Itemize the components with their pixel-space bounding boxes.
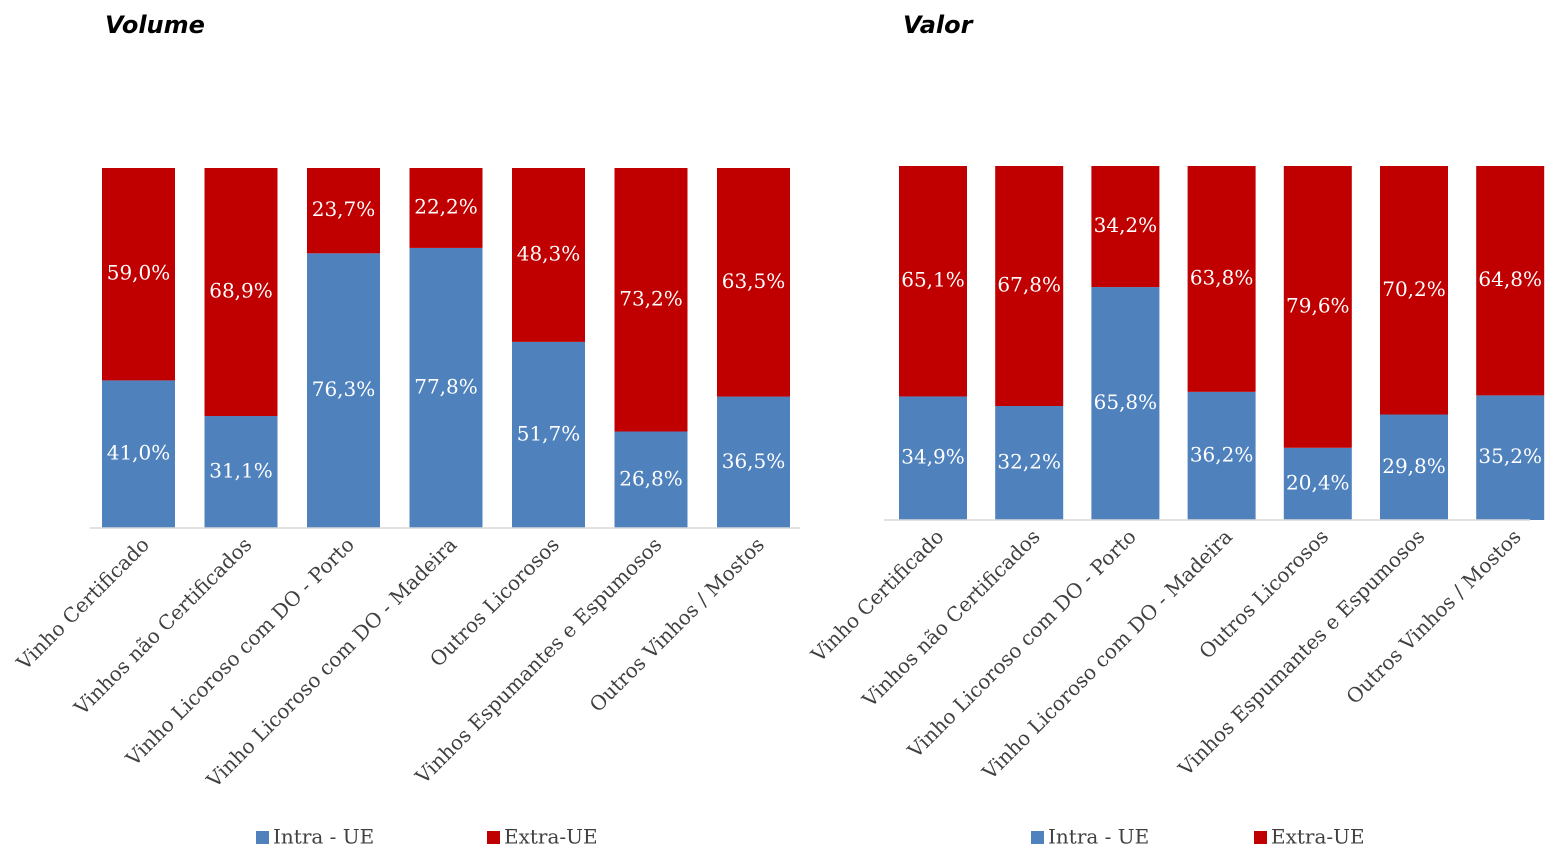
legend-label: Extra-UE: [1271, 825, 1365, 849]
data-label: 32,2%: [997, 450, 1061, 474]
legend-swatch: [1031, 831, 1044, 844]
legend-swatch: [1254, 831, 1267, 844]
data-label: 79,6%: [1286, 293, 1350, 317]
data-label: 67,8%: [997, 273, 1061, 297]
bar-segment: [1380, 414, 1448, 520]
data-label: 22,2%: [414, 194, 478, 218]
chart-title: Volume: [105, 11, 205, 39]
data-label: 64,8%: [1478, 267, 1542, 291]
bar-segment: [1380, 166, 1448, 415]
bar-segment: [717, 396, 790, 528]
legend-swatch: [487, 831, 500, 844]
data-label: 29,8%: [1382, 454, 1446, 478]
bar-segment: [1476, 166, 1545, 396]
data-label: 51,7%: [517, 421, 581, 445]
legend-label: Intra - UE: [273, 825, 374, 849]
bar-segment: [1283, 166, 1352, 448]
legend-label: Intra - UE: [1048, 825, 1149, 849]
x-tick-label: Outros Vinhos / Mostos: [585, 532, 769, 716]
bar-segment: [614, 431, 688, 528]
bar-segment: [995, 166, 1064, 407]
data-label: 65,8%: [1094, 390, 1158, 414]
data-label: 41,0%: [107, 441, 171, 465]
data-label: 63,8%: [1190, 265, 1254, 289]
bar-segment: [409, 247, 483, 529]
bar-segment: [307, 253, 380, 528]
bar-segment: [307, 168, 380, 254]
bar-segment: [1091, 166, 1160, 288]
data-label: 23,7%: [312, 197, 376, 221]
data-label: 35,2%: [1478, 444, 1542, 468]
data-label: 48,3%: [517, 241, 581, 265]
bar-segment: [512, 168, 585, 342]
legend-label: Extra-UE: [504, 825, 598, 849]
data-label: 63,5%: [722, 269, 786, 293]
x-tick-label: Vinho Licoroso com DO - Porto: [120, 532, 359, 771]
x-tick-label: Vinhos não Certificados: [68, 532, 256, 720]
data-label: 36,5%: [722, 449, 786, 473]
bar-segment: [1091, 287, 1160, 520]
data-label: 34,9%: [901, 445, 965, 469]
bar-segment: [1187, 391, 1256, 520]
data-label: 34,2%: [1094, 213, 1158, 237]
bar-segment: [204, 168, 278, 417]
bar-segment: [409, 168, 483, 248]
bar-segment: [512, 341, 585, 528]
data-label: 68,9%: [209, 279, 273, 303]
bar-segment: [899, 166, 967, 397]
data-label: 65,1%: [901, 268, 965, 292]
data-label: 26,8%: [619, 466, 683, 490]
bar-segment: [102, 168, 175, 381]
bar-segment: [1476, 395, 1545, 520]
bar-segment: [614, 168, 688, 432]
data-label: 36,2%: [1190, 442, 1254, 466]
bar-segment: [717, 168, 790, 397]
x-tick-label: Outros Vinhos / Mostos: [1341, 524, 1525, 708]
bar-segment: [1283, 447, 1352, 520]
bar-segment: [204, 416, 278, 528]
legend-swatch: [256, 831, 269, 844]
chart-title: Valor: [903, 11, 975, 39]
data-label: 59,0%: [107, 261, 171, 285]
data-label: 20,4%: [1286, 470, 1350, 494]
x-tick-label: Vinhos não Certificados: [857, 524, 1045, 712]
bar-segment: [102, 380, 175, 528]
data-label: 73,2%: [619, 286, 683, 310]
bar-segment: [995, 406, 1064, 520]
data-label: 70,2%: [1382, 277, 1446, 301]
data-label: 76,3%: [312, 377, 376, 401]
data-label: 77,8%: [414, 374, 478, 398]
bar-segment: [1187, 166, 1256, 392]
bar-segment: [899, 396, 967, 520]
data-label: 31,1%: [209, 459, 273, 483]
